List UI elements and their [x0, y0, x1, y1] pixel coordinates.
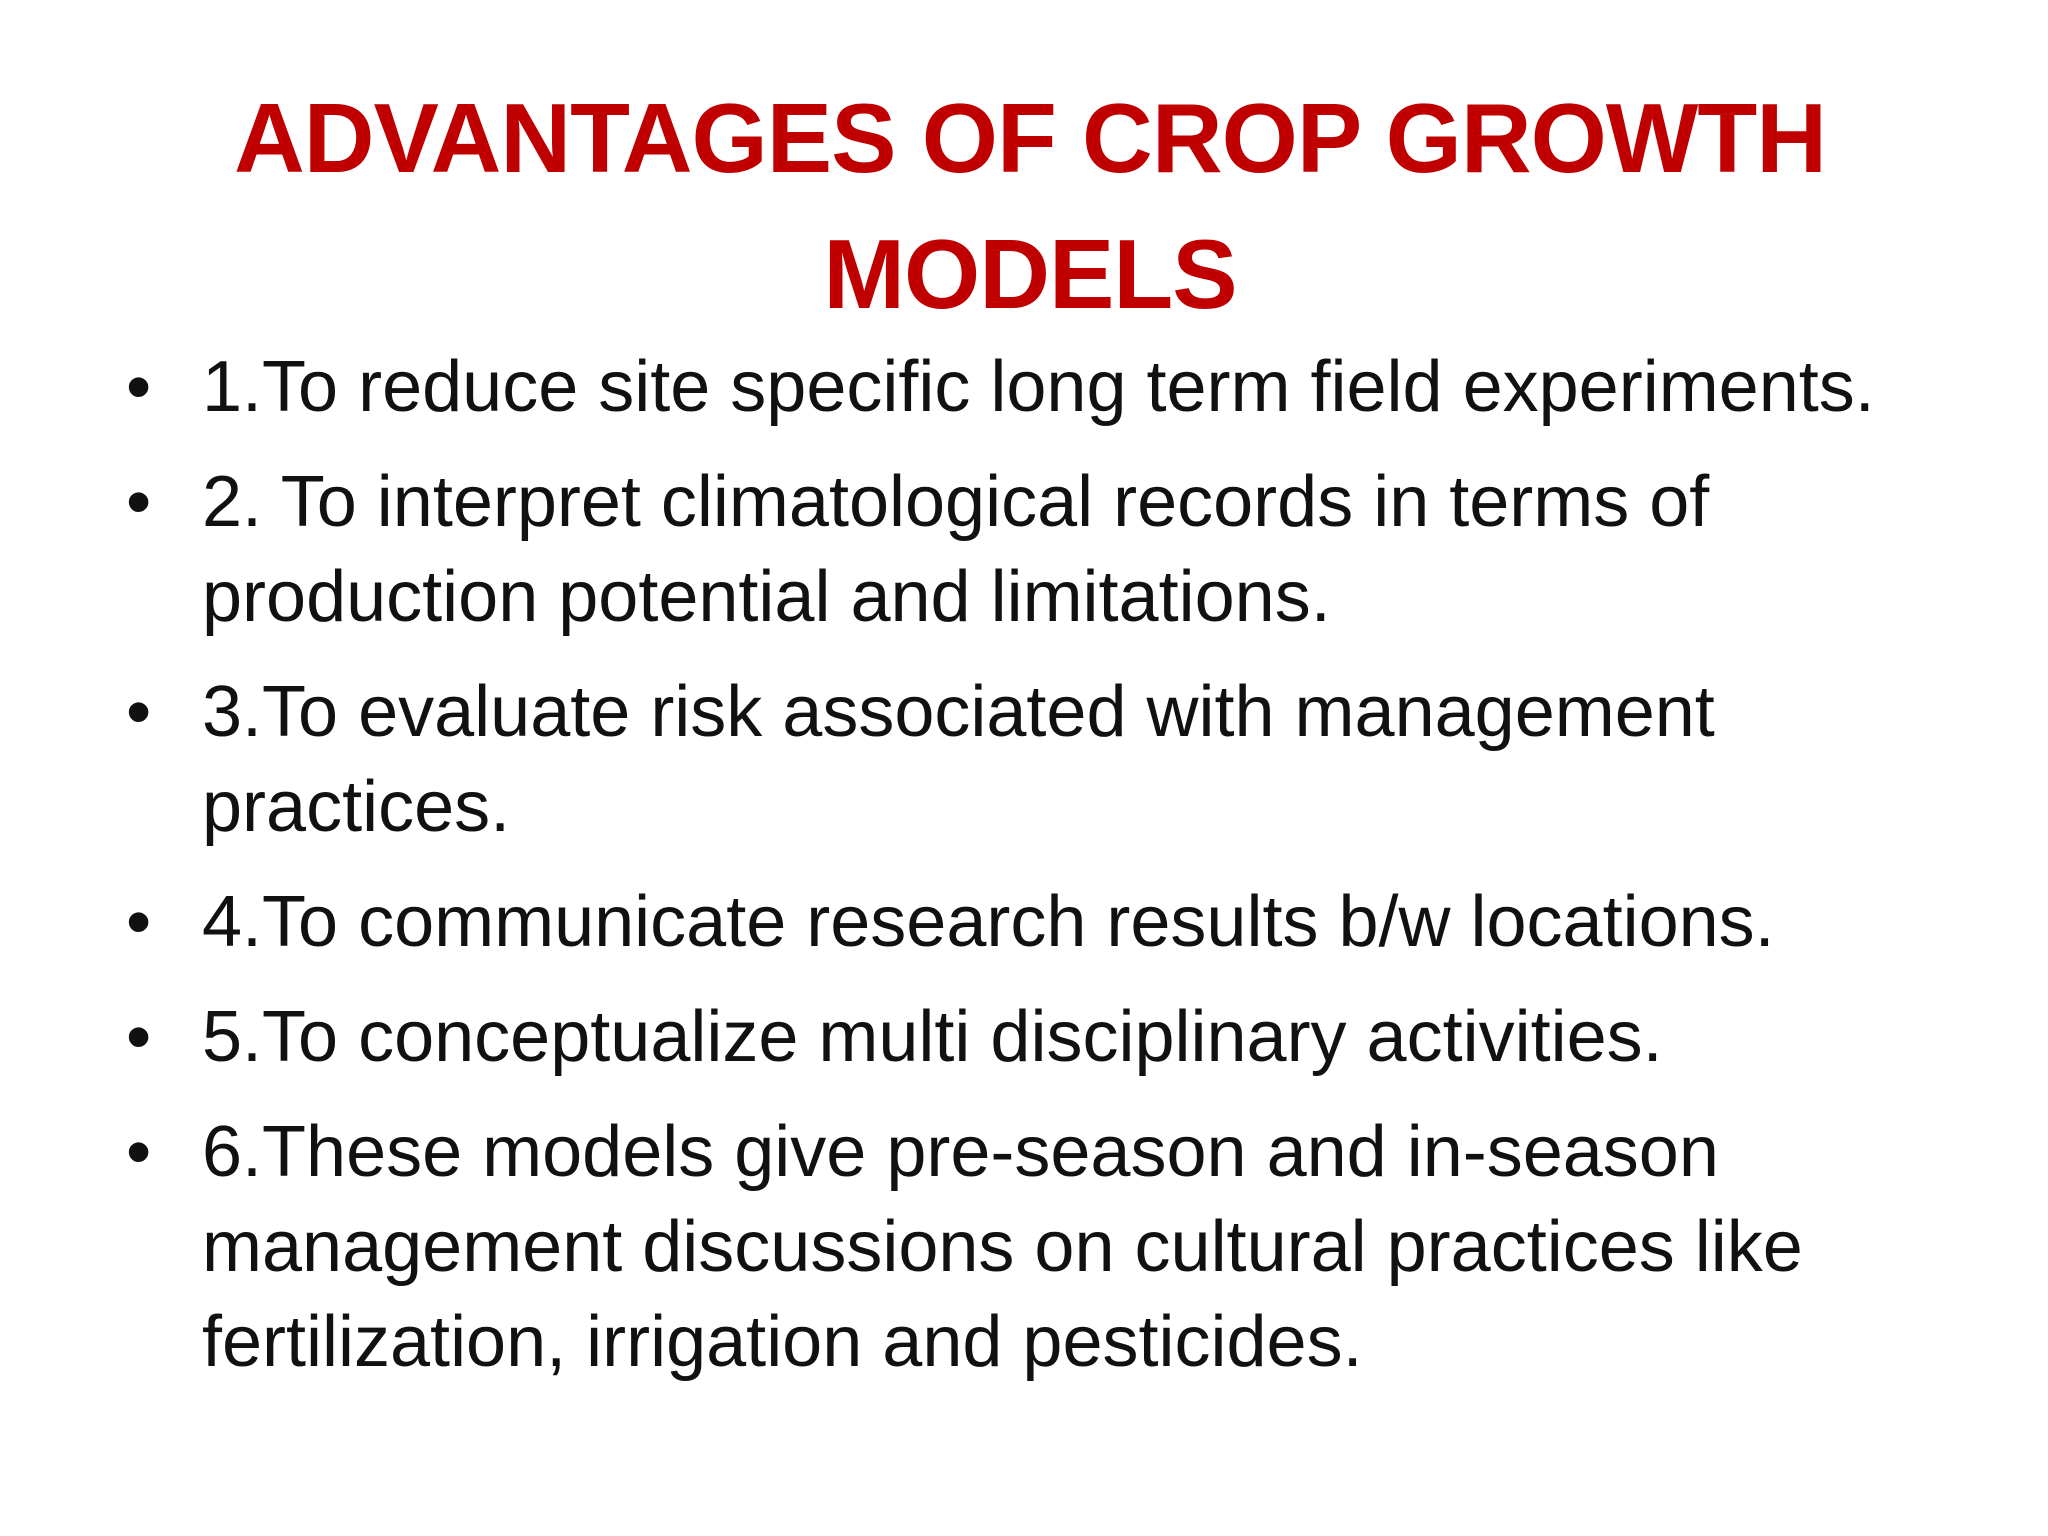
bullet-icon: •	[126, 997, 152, 1077]
bullet-text: 2. To interpret climatological records i…	[202, 462, 1710, 637]
bullet-text: 6.These models give pre-season and in-se…	[202, 1112, 1803, 1382]
bullet-text: 5.To conceptualize multi disciplinary ac…	[202, 997, 1663, 1077]
bullet-icon: •	[126, 347, 152, 427]
bullet-text: 1.To reduce site specific long term fiel…	[202, 347, 1875, 427]
bullet-text: 4.To communicate research results b/w lo…	[202, 882, 1775, 962]
bullet-item: • 5.To conceptualize multi disciplinary …	[118, 990, 1978, 1085]
bullet-item: • 2. To interpret climatological records…	[118, 455, 1978, 645]
bullet-icon: •	[126, 672, 152, 752]
bullet-icon: •	[126, 882, 152, 962]
bullet-item: • 1.To reduce site specific long term fi…	[118, 340, 1978, 435]
slide-title: ADVANTAGES OF CROP GROWTH MODELS	[234, 83, 1827, 329]
bullet-item: • 4.To communicate research results b/w …	[118, 875, 1978, 970]
bullet-item: • 6.These models give pre-season and in-…	[118, 1105, 1978, 1390]
bullet-item: • 3.To evaluate risk associated with man…	[118, 665, 1978, 855]
bullet-icon: •	[126, 462, 152, 542]
bullet-icon: •	[126, 1112, 152, 1192]
bullet-text: 3.To evaluate risk associated with manag…	[202, 672, 1715, 847]
bullet-list: • 1.To reduce site specific long term fi…	[118, 340, 1978, 1410]
